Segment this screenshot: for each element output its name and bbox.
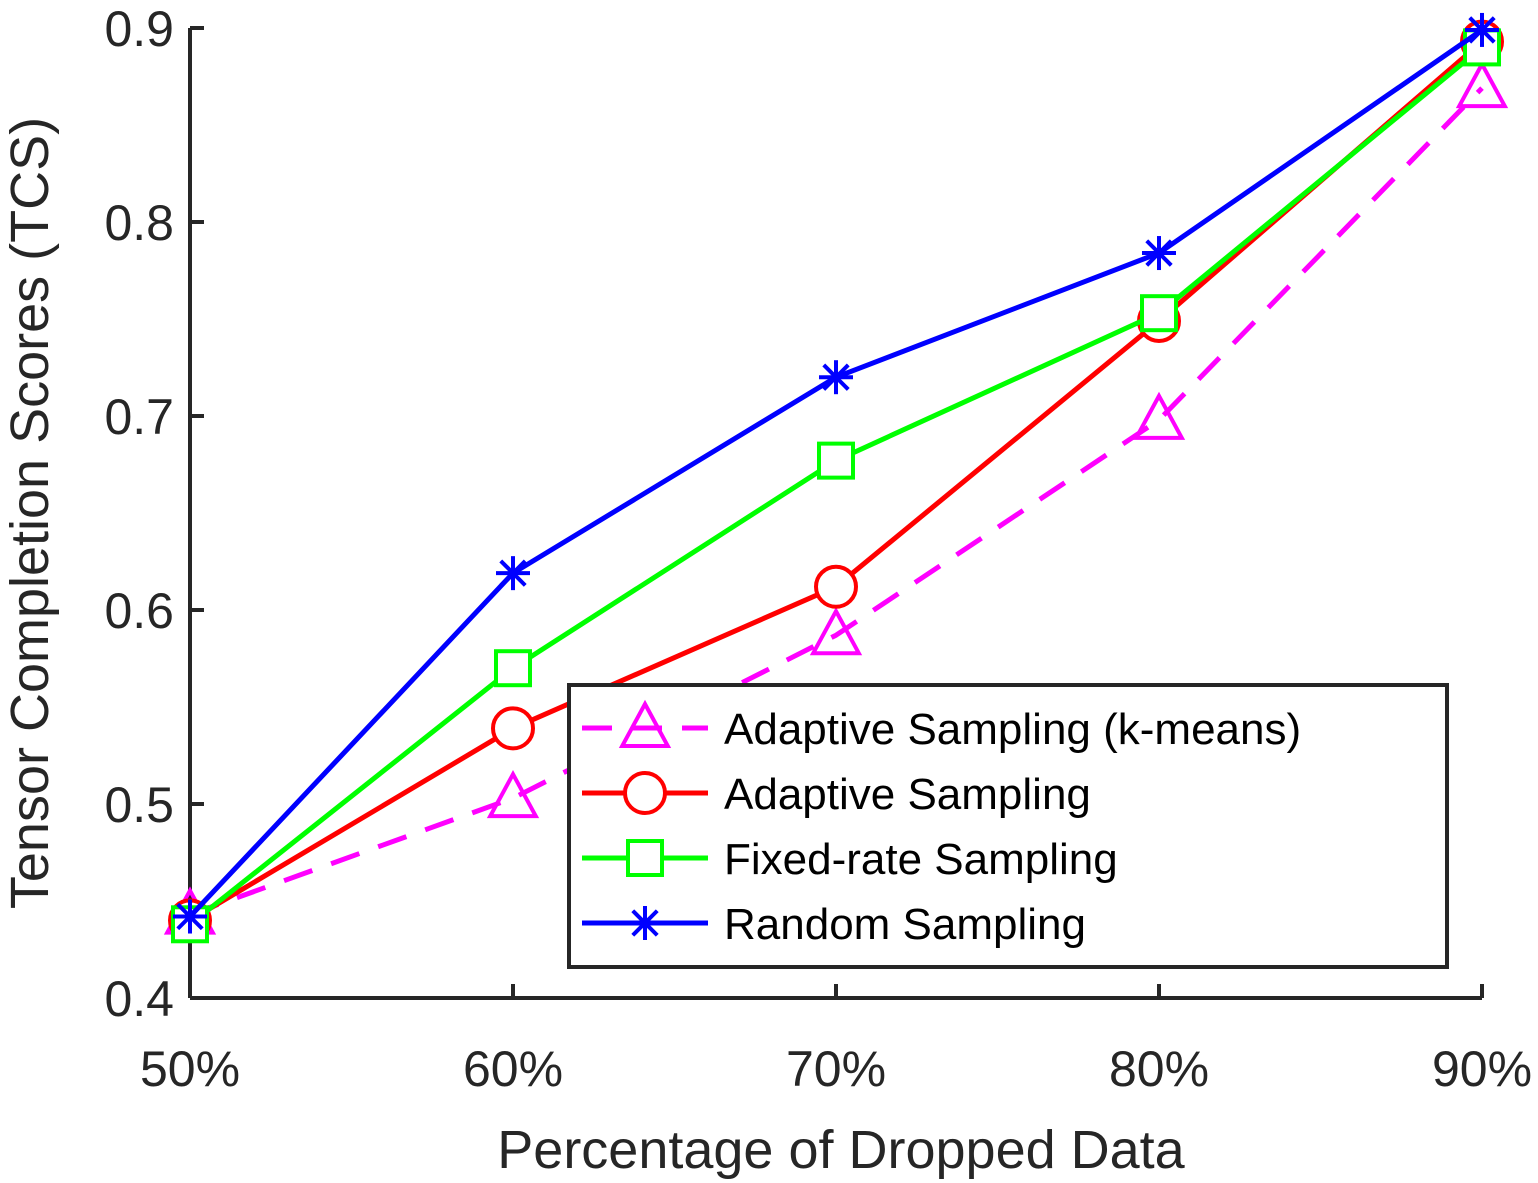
data-point <box>494 649 532 688</box>
y-axis-title: Tensor Completion Scores (TCS) <box>0 117 60 909</box>
marker-stroke <box>499 559 527 587</box>
data-point <box>817 441 855 480</box>
marker-stroke <box>176 902 204 931</box>
y-tick-label: 0.7 <box>104 389 174 445</box>
legend-item: Fixed-rate Sampling <box>582 835 1118 884</box>
data-point <box>173 899 207 934</box>
marker-stroke <box>1468 16 1496 44</box>
x-tick-label: 90% <box>1432 1041 1532 1097</box>
legend-label: Fixed-rate Sampling <box>724 835 1118 884</box>
legend-marker <box>628 906 662 940</box>
data-point <box>814 564 858 609</box>
series-line <box>189 86 1484 917</box>
series-layer <box>163 12 1509 944</box>
legend-marker <box>618 699 672 748</box>
data-point <box>1140 294 1178 333</box>
data-point <box>1455 59 1509 109</box>
data-point <box>1132 391 1186 440</box>
series-fixed-rate-sampling <box>171 28 1501 944</box>
data-point <box>819 360 853 395</box>
marker-stroke <box>822 363 850 391</box>
data-point <box>1142 236 1176 271</box>
data-point <box>1465 12 1499 47</box>
data-point <box>486 769 540 819</box>
legend-label: Adaptive Sampling <box>724 770 1091 819</box>
legend-marker <box>626 839 664 877</box>
data-point <box>491 706 535 751</box>
legend-label: Adaptive Sampling (k-means) <box>724 705 1301 754</box>
marker-stroke <box>631 909 659 937</box>
series-random-sampling <box>173 12 1499 934</box>
legend-item: Random Sampling <box>582 900 1086 949</box>
y-tick-label: 0.6 <box>104 583 174 639</box>
legend-box <box>567 683 1449 969</box>
marker-stroke <box>1145 239 1173 267</box>
x-axis-title: Percentage of Dropped Data <box>497 1120 1185 1180</box>
y-tick-label: 0.4 <box>104 971 174 1027</box>
legend-label: Random Sampling <box>724 900 1086 949</box>
x-tick-label: 60% <box>463 1041 563 1097</box>
legend: Adaptive Sampling (k-means) Adaptive Samp… <box>567 683 1449 969</box>
legend-item: Adaptive Sampling <box>582 770 1091 819</box>
data-point <box>496 556 530 591</box>
x-tick-label: 80% <box>1109 1041 1209 1097</box>
legend-item: Adaptive Sampling (k-means) <box>582 699 1301 754</box>
x-tick-label: 70% <box>786 1041 886 1097</box>
y-tick-label: 0.8 <box>104 195 174 251</box>
legend-marker <box>623 771 667 815</box>
y-tick-label: 0.9 <box>104 1 174 57</box>
data-point <box>809 607 863 656</box>
x-tick-label: 50% <box>140 1041 240 1097</box>
y-tick-label: 0.5 <box>104 777 174 833</box>
